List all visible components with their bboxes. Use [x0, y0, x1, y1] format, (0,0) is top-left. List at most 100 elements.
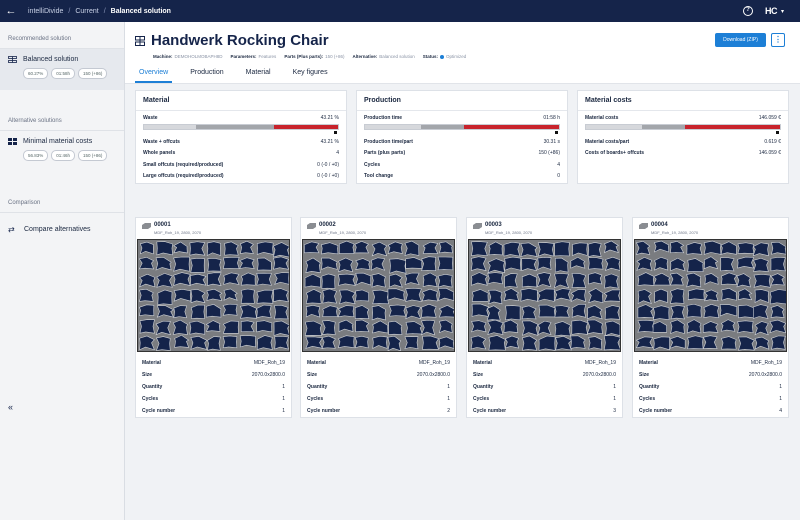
bar-label: Material costs [585, 115, 619, 121]
breadcrumb: intelliDivide / Current / Balanced solut… [28, 8, 176, 15]
pattern-value: 1 [613, 384, 616, 390]
panel-grid-icon [8, 138, 17, 145]
recommended-section-title: Recommended solution [0, 22, 124, 49]
breadcrumb-item-app[interactable]: intelliDivide [28, 7, 64, 15]
stat-row: Whole panels 4 [143, 148, 339, 160]
sidebar-item-balanced-solution[interactable]: Balanced solution 60.27% 01:58h 150 (+86… [0, 49, 124, 90]
pattern-value: MDF_Roh_19 [418, 360, 450, 366]
pattern-row: Size 2070.0x2800.0 [473, 369, 616, 381]
compare-arrows-icon: ⇄ [8, 225, 15, 234]
cutting-pattern-card[interactable]: 00002 MDF_Roh_19, 2800, 2070 Material MDF_R… [300, 217, 457, 418]
pattern-row: Material MDF_Roh_19 [473, 357, 616, 369]
sidebar: Recommended solution Balanced solution 6… [0, 22, 125, 520]
stat-value: 0 (-0 / +0) [317, 173, 339, 180]
tab-key-figures[interactable]: Key figures [292, 69, 328, 76]
stat-row: Cycles 4 [364, 159, 560, 171]
cutting-plan-image[interactable] [137, 239, 290, 352]
cutting-pattern-card[interactable]: 00001 MDF_Roh_19, 2800, 2070 Material MDF_R… [135, 217, 292, 418]
brand-logo[interactable]: HC [764, 6, 778, 16]
tab-bar: Overview Production Material Key figures [135, 67, 346, 83]
pattern-row: Material MDF_Roh_19 [307, 357, 450, 369]
pattern-row: Quantity 1 [639, 381, 782, 393]
pattern-value: 4 [779, 408, 782, 414]
stat-value: 30.31 s [543, 138, 560, 145]
bar-marker [334, 131, 337, 134]
stat-label: Waste + offcuts [143, 138, 180, 145]
alternative-section-title: Alternative solutions [0, 104, 124, 131]
meta-value: Optimized [446, 54, 467, 59]
pattern-label: Size [307, 372, 318, 378]
pattern-row: Size 2070.0x2800.0 [307, 369, 450, 381]
pattern-value: 3 [613, 408, 616, 414]
pattern-label: Size [142, 372, 153, 378]
bar-value: 01:58 h [543, 115, 560, 121]
bar-segment [144, 125, 197, 129]
stat-label: Material costs/part [585, 138, 630, 145]
tab-production[interactable]: Production [190, 69, 224, 76]
stat-row: Production time/part 30.31 s [364, 136, 560, 148]
sidebar-item-minimal-material-costs[interactable]: Minimal material costs 56.83% 01:46h 150… [0, 131, 124, 172]
meta-value: DEMOHOLMOBAPH8D [174, 54, 223, 59]
breadcrumb-separator: / [103, 7, 106, 15]
pattern-row: Size 2070.0x2800.0 [639, 369, 782, 381]
tab-overview[interactable]: Overview [135, 67, 173, 83]
stat-row: Tool change 0 [364, 171, 560, 183]
pattern-row: Cycles 1 [307, 393, 450, 405]
bar-label: Production time [364, 115, 403, 121]
stat-value: 4 [336, 150, 339, 157]
pattern-label: Size [473, 372, 484, 378]
stat-value: 0 (-0 / +0) [317, 161, 339, 168]
sidebar-item-compare-alternatives[interactable]: ⇄ Compare alternatives [0, 213, 124, 246]
pattern-label: Quantity [142, 384, 163, 390]
breadcrumb-item-solution: Balanced solution [110, 7, 171, 15]
waste-bar [143, 124, 339, 134]
pattern-label: Cycles [142, 396, 159, 402]
pattern-value: MDF_Roh_19 [584, 360, 616, 366]
chevron-down-icon[interactable]: ▾ [780, 8, 784, 15]
page-title: Handwerk Rocking Chair [151, 32, 329, 49]
pattern-row: Cycle number 3 [473, 405, 616, 417]
pattern-row: Cycle number 4 [639, 405, 782, 417]
pattern-label: Cycles [307, 396, 324, 402]
comparison-section-title: Comparison [0, 186, 124, 213]
breadcrumb-separator: / [68, 7, 71, 15]
sidebar-item-label: Compare alternatives [24, 226, 91, 233]
pattern-label: Cycles [473, 396, 490, 402]
back-arrow-icon[interactable]: ← [5, 5, 17, 17]
stat-row: Small offcuts (required/produced) 0 (-0 /… [143, 159, 339, 171]
sidebar-item-label: Minimal material costs [23, 138, 93, 145]
tab-material[interactable]: Material [245, 69, 271, 76]
download-zip-button[interactable]: Download (ZIP) [715, 33, 766, 47]
cutting-plan-image[interactable] [302, 239, 455, 352]
panel-icon [639, 223, 648, 229]
question-circle-icon[interactable]: ? [742, 6, 753, 16]
panel-stack-icon [8, 56, 17, 63]
waste-badge: 60.27% [23, 68, 49, 79]
breadcrumb-item-current[interactable]: Current [75, 7, 99, 15]
pattern-label: Cycle number [307, 408, 341, 414]
card-title: Material [136, 91, 346, 111]
stat-value: 0 [557, 173, 560, 180]
cutting-plan-image[interactable] [634, 239, 787, 352]
solution-meta: Machine: DEMOHOLMOBAPH8D Parameters: Featu… [153, 54, 474, 59]
cutting-pattern-card[interactable]: 00003 MDF_Roh_19, 2800, 2070 Material MDF_R… [466, 217, 623, 418]
pattern-label: Quantity [639, 384, 660, 390]
cutting-pattern-card[interactable]: 00004 MDF_Roh_19, 2800, 2070 Material MDF_R… [632, 217, 789, 418]
stat-row: Costs of boards+ offcuts 146.059 € [585, 148, 781, 160]
production-time-bar [364, 124, 560, 134]
status-dot-icon [440, 54, 445, 59]
pattern-label: Quantity [307, 384, 328, 390]
more-options-button[interactable]: ⋮ [771, 33, 785, 47]
pattern-value: 2070.0x2800.0 [748, 372, 782, 378]
pattern-value: 2 [447, 408, 450, 414]
panel-icon [142, 223, 151, 229]
cutting-plan-image[interactable] [468, 239, 621, 352]
meta-label: Parts (Plus parts): [284, 54, 324, 59]
collapse-sidebar-icon[interactable]: « [8, 402, 14, 412]
top-bar: ← intelliDivide / Current / Balanced sol… [0, 0, 800, 22]
stat-value: 146.059 € [758, 150, 781, 157]
bar-marker [776, 131, 779, 134]
pattern-row: Cycles 1 [142, 393, 285, 405]
bar-segment [642, 125, 685, 129]
bar-segment [684, 125, 780, 129]
